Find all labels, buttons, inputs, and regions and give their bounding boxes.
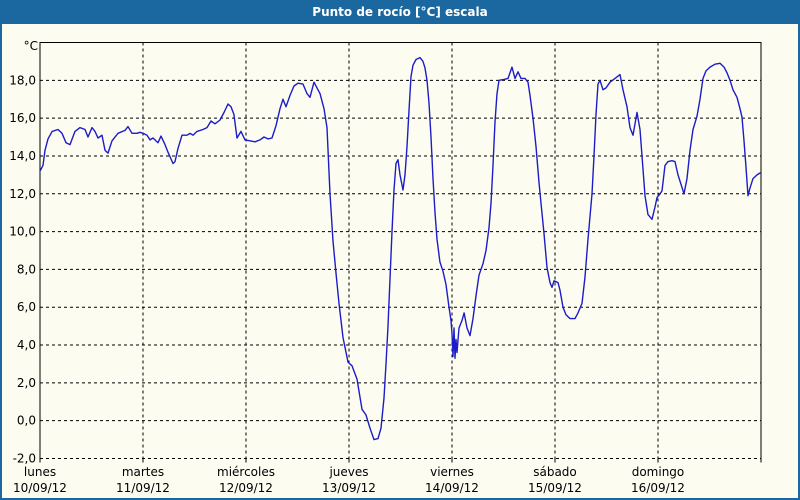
x-axis-day-label: sábado	[533, 465, 577, 479]
y-axis-tick-label: -2,0	[13, 452, 36, 466]
x-axis-day-label: martes	[122, 465, 164, 479]
x-axis-date-label: 13/09/12	[322, 481, 376, 495]
y-axis-tick-label: 14,0	[9, 149, 36, 163]
y-axis-tick-label: 6,0	[17, 300, 36, 314]
y-axis-tick-label: 0,0	[17, 414, 36, 428]
y-axis-tick-label: 2,0	[17, 376, 36, 390]
series-line	[39, 56, 761, 441]
y-axis-unit-label: °C	[24, 39, 38, 53]
y-axis-tick-label: 10,0	[9, 225, 36, 239]
title-bar: Punto de rocío [°C] escala	[0, 0, 800, 24]
x-axis-date-label: 12/09/12	[219, 481, 273, 495]
x-axis-date-label: 15/09/12	[528, 481, 582, 495]
x-axis-date-label: 10/09/12	[13, 481, 67, 495]
x-axis-day-label: miércoles	[217, 465, 275, 479]
x-axis-day-label: domingo	[632, 465, 685, 479]
x-axis-date-label: 11/09/12	[116, 481, 170, 495]
window-title: Punto de rocío [°C] escala	[312, 5, 488, 19]
y-axis-tick-label: 18,0	[9, 73, 36, 87]
plot-border	[39, 42, 762, 459]
y-axis-tick-label: 12,0	[9, 187, 36, 201]
x-axis-day-label: jueves	[328, 465, 368, 479]
y-axis-tick-label: 8,0	[17, 262, 36, 276]
y-axis-tick-label: 16,0	[9, 111, 36, 125]
x-axis-day-label: lunes	[24, 465, 56, 479]
y-axis-tick-label: 4,0	[17, 338, 36, 352]
x-axis-date-label: 14/09/12	[425, 481, 479, 495]
x-axis-date-label: 16/09/12	[631, 481, 685, 495]
x-axis-day-label: viernes	[430, 465, 474, 479]
